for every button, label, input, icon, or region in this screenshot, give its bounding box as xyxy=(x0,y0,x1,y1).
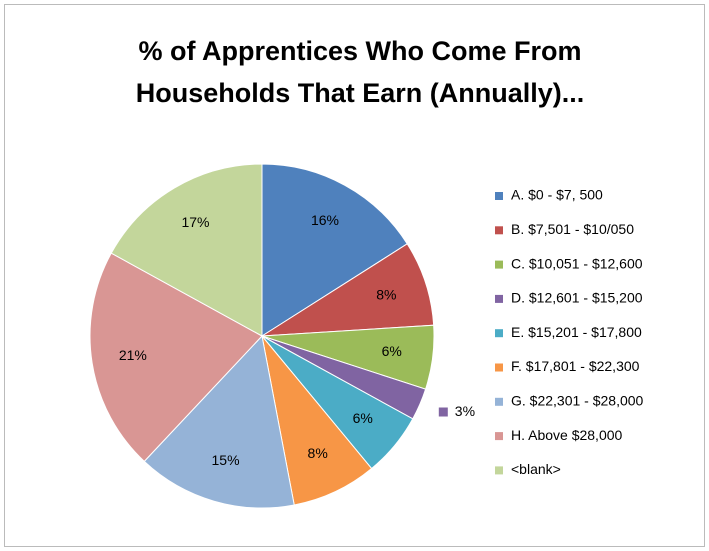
legend-label: G. $22,301 - $28,000 xyxy=(511,393,644,409)
legend-swatch xyxy=(495,294,503,303)
data-label: 16% xyxy=(311,212,339,228)
legend-label: D. $12,601 - $15,200 xyxy=(511,290,643,306)
legend-swatch xyxy=(495,432,503,441)
pie-slice xyxy=(110,163,263,337)
legend-label: <blank> xyxy=(511,461,561,477)
legend-label: A. $0 - $7, 500 xyxy=(511,187,603,203)
label-key xyxy=(438,407,448,417)
data-label: 8% xyxy=(308,445,328,461)
legend-label: B. $7,501 - $10/050 xyxy=(511,221,634,237)
legend-swatch xyxy=(495,397,503,406)
pie-slice xyxy=(89,252,263,463)
data-label: 15% xyxy=(212,452,240,468)
data-label: 6% xyxy=(353,410,373,426)
data-label: 17% xyxy=(181,214,209,230)
legend-label: C. $10,051 - $12,600 xyxy=(511,255,643,271)
legend-swatch xyxy=(495,192,503,200)
legend-label: E. $15,201 - $17,800 xyxy=(511,324,642,340)
legend-swatch xyxy=(495,466,503,475)
legend-swatch xyxy=(495,260,503,269)
data-label: 21% xyxy=(119,347,147,363)
legend-label: F. $17,801 - $22,300 xyxy=(511,358,640,374)
legend-swatch xyxy=(495,226,503,235)
legend-swatch xyxy=(495,363,503,372)
pie-slice xyxy=(143,334,295,509)
data-label: 8% xyxy=(376,286,396,302)
chart-title: % of Apprentices Who Come From Household… xyxy=(135,36,585,108)
data-label: 3% xyxy=(455,403,475,419)
pie-slice xyxy=(261,163,408,337)
legend-swatch xyxy=(495,329,503,338)
legend-label: H. Above $28,000 xyxy=(511,427,623,443)
data-label: 6% xyxy=(382,343,402,359)
